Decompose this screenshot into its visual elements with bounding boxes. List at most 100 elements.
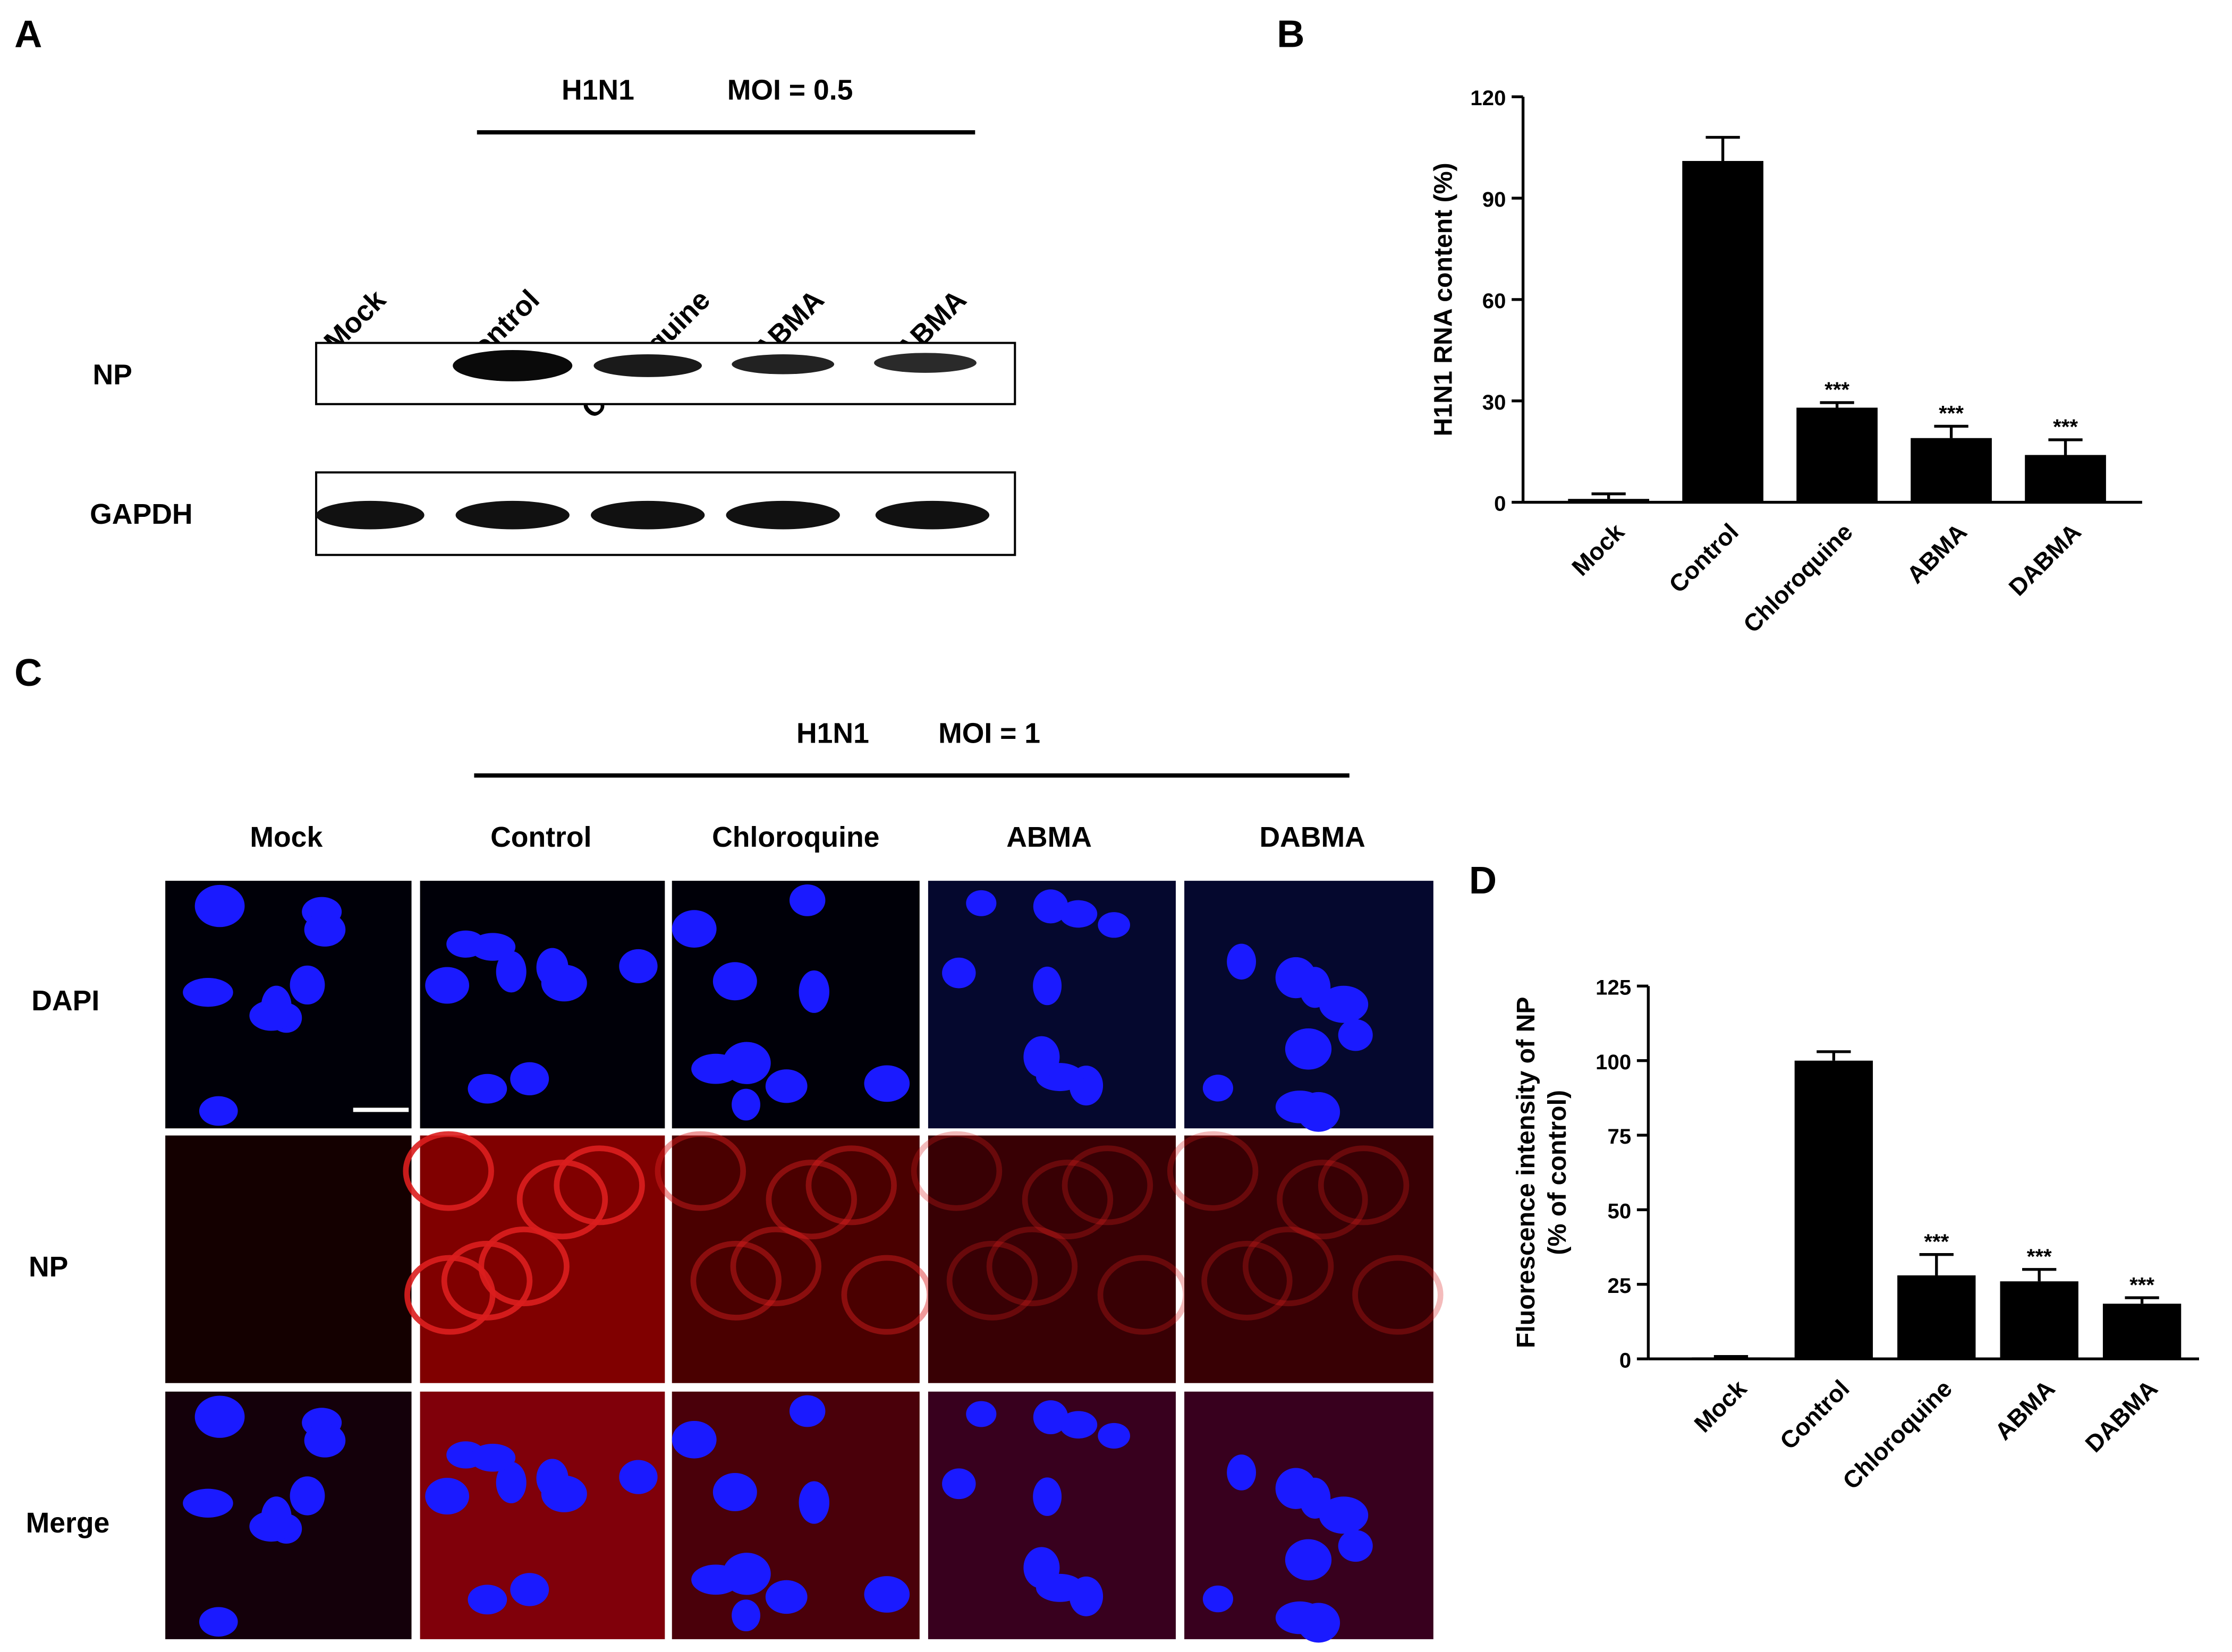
nucleus (732, 1088, 760, 1121)
column-label: ABMA (1006, 822, 1092, 853)
row-label: DAPI (31, 985, 99, 1017)
y-tick-label: 90 (1482, 188, 1506, 211)
nucleus (290, 965, 325, 1005)
band (453, 350, 573, 381)
nucleus (691, 1053, 741, 1084)
cytoplasm (690, 1240, 782, 1321)
band (732, 354, 835, 374)
nucleus (1033, 1400, 1068, 1435)
panel-label: D (1469, 859, 1497, 902)
cytoplasm (1022, 1160, 1114, 1240)
nucleus (249, 1000, 293, 1031)
nucleus (1338, 1530, 1373, 1562)
micrograph (928, 1135, 1176, 1383)
cytoplasm (766, 1160, 857, 1240)
nucleus (1202, 1075, 1233, 1102)
band (726, 500, 840, 530)
nucleus (1033, 889, 1068, 924)
nucleus (1338, 1019, 1373, 1051)
micrograph (672, 1135, 920, 1383)
y-tick-label: 60 (1482, 289, 1506, 313)
nucleus (1059, 1411, 1098, 1439)
significance: *** (1939, 402, 1964, 425)
nucleus (1059, 900, 1098, 928)
nucleus (1202, 1585, 1233, 1613)
y-tick-label: 100 (1596, 1050, 1631, 1074)
nucleus (1023, 1547, 1060, 1589)
blot-bands (316, 350, 990, 530)
nucleus (496, 951, 527, 993)
bar (1897, 1275, 1976, 1359)
significance: *** (1824, 378, 1849, 402)
micro-treatment: H1N1 (796, 718, 869, 749)
cytoplasm (403, 1131, 494, 1211)
bar (2102, 1304, 2182, 1359)
nucleus (864, 1065, 910, 1102)
nucleus (541, 965, 587, 1002)
column-label: Chloroquine (712, 822, 879, 853)
blot-treatment: H1N1 (562, 75, 634, 106)
bar (2000, 1281, 2078, 1359)
column-label: Control (490, 822, 591, 853)
nucleus (194, 1395, 245, 1438)
x-tick-label: ABMA (1902, 518, 1972, 589)
y-axis-label: H1N1 RNA content (%) (1429, 163, 1458, 436)
y-tick-label: 75 (1608, 1125, 1632, 1148)
nucleus (691, 1564, 741, 1595)
micrograph (420, 881, 665, 1129)
y-tick-label: 50 (1608, 1199, 1632, 1223)
nucleus (619, 1460, 658, 1494)
cytoplasm (911, 1131, 1003, 1211)
x-tick-label: Chloroquine (1837, 1375, 1957, 1495)
nucleus (1285, 1539, 1332, 1581)
cytoplasm (655, 1131, 746, 1211)
nucleus (1033, 1477, 1062, 1516)
column-label: DABMA (1259, 822, 1365, 853)
chart-d: 0 25 50 75 100 125 Fluorescence intensity of N… (1512, 975, 2200, 1495)
nucleus (672, 910, 717, 948)
nucleus (1227, 943, 1257, 980)
nucleus (199, 1607, 238, 1637)
nucleus (1285, 1028, 1332, 1070)
nucleus (672, 1420, 717, 1459)
y-tick-label: 0 (1494, 492, 1506, 516)
nucleus (942, 957, 976, 989)
bar (1682, 161, 1763, 503)
cytoplasm (946, 1240, 1038, 1321)
cytoplasm (986, 1227, 1078, 1307)
cytoplasm (1277, 1160, 1368, 1240)
nucleus (194, 884, 245, 927)
cytoplasm (1201, 1240, 1293, 1321)
significance: *** (1924, 1230, 1949, 1254)
y-tick-label: 0 (1619, 1348, 1631, 1372)
cytoplasm (1318, 1145, 1410, 1225)
bar (1794, 1060, 1873, 1359)
nucleus (765, 1069, 808, 1103)
nucleus (942, 1468, 976, 1500)
band (591, 500, 705, 530)
nucleus (1098, 1423, 1131, 1449)
nucleus (712, 962, 757, 1001)
x-tick-label: Control (1664, 518, 1743, 598)
nucleus (966, 890, 997, 916)
cytoplasm (805, 1145, 897, 1225)
nucleus (789, 1395, 826, 1427)
nucleus (1297, 1092, 1340, 1132)
nucleus (304, 913, 346, 947)
nucleus (1297, 1603, 1340, 1643)
nucleus (619, 949, 658, 984)
blot-row-label: NP (92, 359, 132, 390)
bar (1796, 407, 1878, 503)
x-tick-label: DABMA (2080, 1375, 2163, 1458)
y-tick-label: 120 (1470, 86, 1506, 110)
nucleus (1033, 966, 1062, 1006)
nucleus (290, 1476, 325, 1515)
cytoplasm (730, 1227, 822, 1307)
nucleus (510, 1062, 549, 1095)
nucleus (789, 884, 826, 916)
column-label: Mock (250, 822, 323, 853)
blot-row-label: GAPDH (90, 499, 192, 530)
nucleus (1319, 985, 1369, 1023)
panel-label: C (14, 652, 42, 694)
